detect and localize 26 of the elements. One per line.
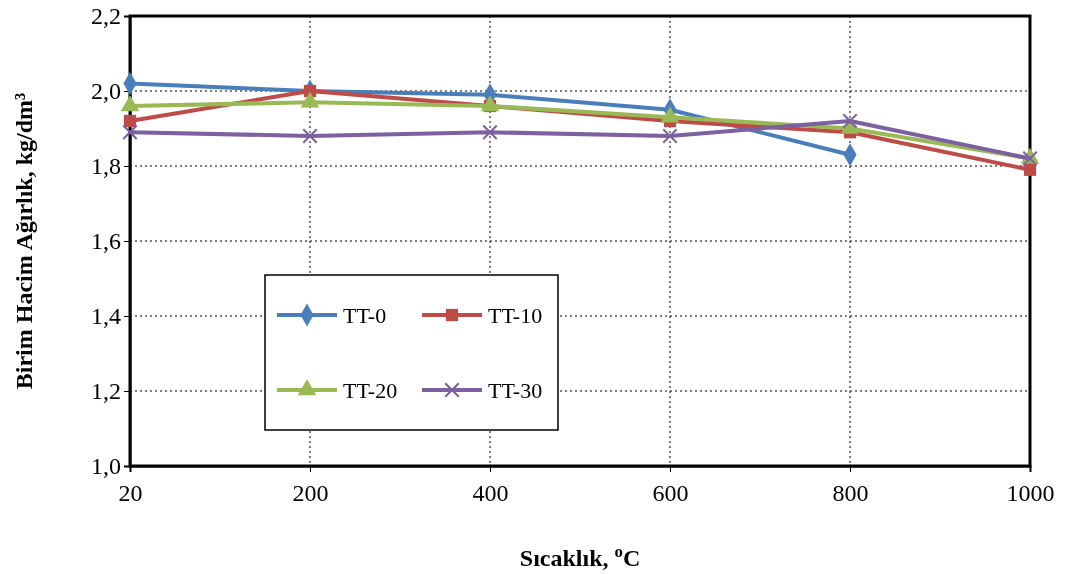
point xyxy=(122,124,138,140)
point xyxy=(302,128,318,144)
point xyxy=(482,124,498,140)
x-tick-label: 200 xyxy=(292,480,329,507)
x-tick-label: 600 xyxy=(652,480,689,507)
x-tick-label: 20 xyxy=(118,480,143,507)
point xyxy=(662,128,678,144)
legend-label: TT-0 xyxy=(343,303,387,328)
y-tick-label: 1,2 xyxy=(91,378,121,405)
y-tick-label: 1,4 xyxy=(91,303,121,330)
y-tick-label: 1,6 xyxy=(91,228,121,255)
x-tick-label: 1000 xyxy=(1006,480,1055,507)
y-tick-label: 1,0 xyxy=(91,453,121,480)
y-axis-title: Birim Hacim Ağırlık, kg/dm³ xyxy=(11,92,37,390)
y-tick-label: 2,2 xyxy=(91,3,121,30)
point xyxy=(1023,163,1037,176)
point xyxy=(842,113,858,129)
point xyxy=(123,114,137,128)
y-tick-label: 1,8 xyxy=(91,153,121,180)
legend-label: TT-20 xyxy=(343,378,398,403)
x-axis-title: Sıcaklık, $^{o}$C xyxy=(519,541,641,571)
y-tick-label: 2,0 xyxy=(91,78,121,105)
legend-label: TT-10 xyxy=(488,303,543,328)
legend-label: TT-30 xyxy=(488,378,543,403)
x-tick-label: 400 xyxy=(472,480,509,507)
x-tick-label: 800 xyxy=(832,480,869,507)
